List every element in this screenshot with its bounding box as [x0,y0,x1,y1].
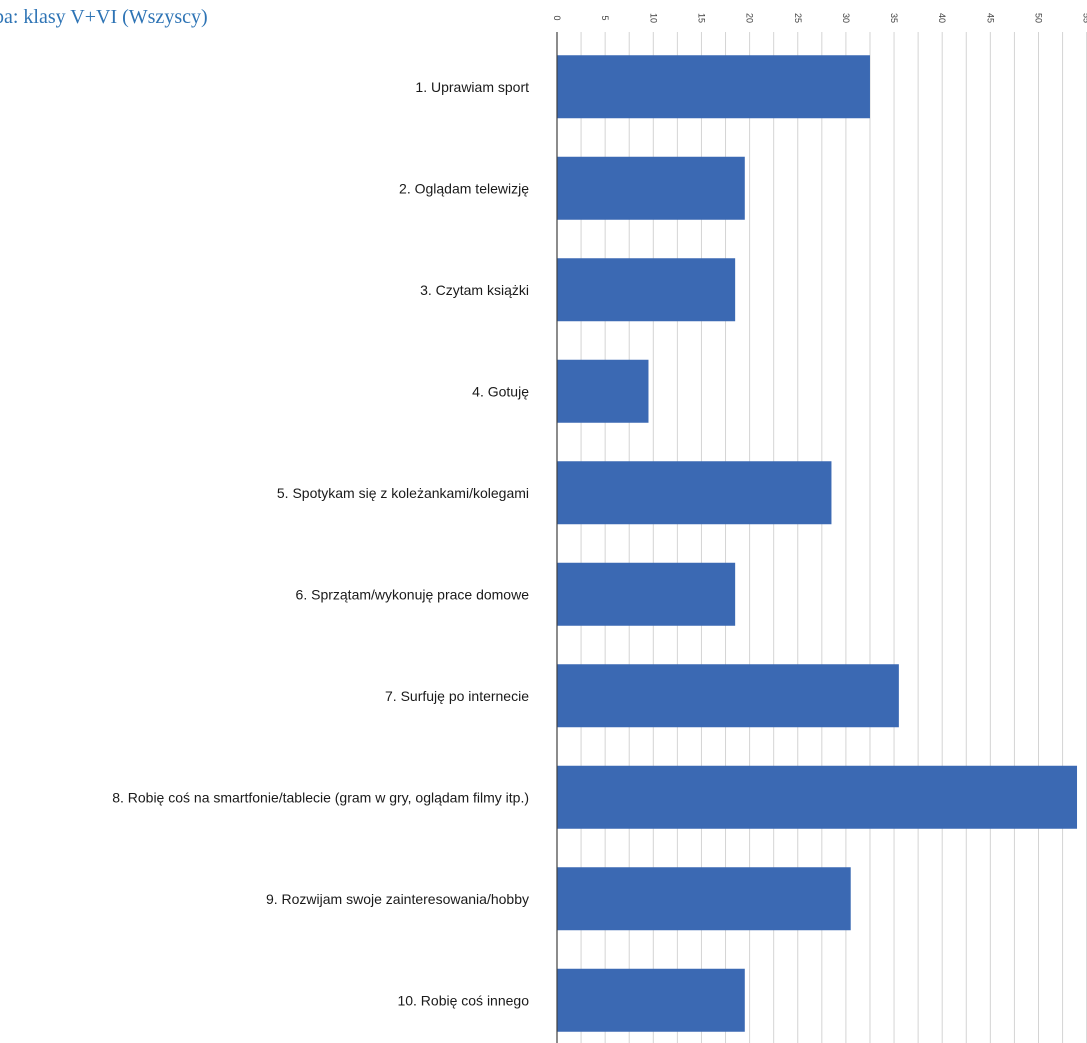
category-label: 2. Oglądam telewizję [399,180,529,196]
x-tick-label: 30 [841,13,851,23]
category-label: 1. Uprawiam sport [415,79,529,95]
bar [557,968,745,1032]
x-tick-label: 5 [600,15,610,20]
category-label: 9. Rozwijam swoje zainteresowania/hobby [266,891,529,907]
bar [557,156,745,220]
x-tick-label: 15 [696,13,706,23]
category-label: 10. Robię coś innego [397,992,529,1008]
category-label: 6. Sprzątam/wykonuję prace domowe [296,586,530,602]
x-tick-label: 0 [552,15,562,20]
x-tick-label: 40 [937,13,947,23]
category-labels: 1. Uprawiam sport 2. Oglądam telewizję 3. … [112,79,529,1009]
x-tick-label: 45 [985,13,995,23]
bar [557,664,899,728]
x-tick-label: 10 [648,13,658,23]
x-tick-label: 55 [1082,13,1087,23]
bar [557,359,649,423]
chart-title: pa: klasy V+VI (Wszyscy) [0,6,208,28]
bar [557,765,1078,829]
x-tick-label: 25 [793,13,803,23]
bar [557,461,832,525]
x-axis-ticks: 0 5 10 15 20 25 30 35 40 45 50 55 [552,13,1087,23]
bar [557,258,736,322]
category-label: 7. Surfuję po internecie [385,688,529,704]
bars [557,55,1078,1032]
x-tick-label: 20 [745,13,755,23]
category-label: 4. Gotuję [472,383,529,399]
category-label: 8. Robię coś na smartfonie/tablecie (gra… [112,789,529,805]
x-tick-label: 50 [1034,13,1044,23]
category-label: 5. Spotykam się z koleżankami/kolegami [277,485,529,501]
x-tick-label: 35 [889,13,899,23]
bar [557,867,851,931]
bar [557,55,870,119]
bar [557,562,736,626]
category-label: 3. Czytam książki [420,282,529,298]
